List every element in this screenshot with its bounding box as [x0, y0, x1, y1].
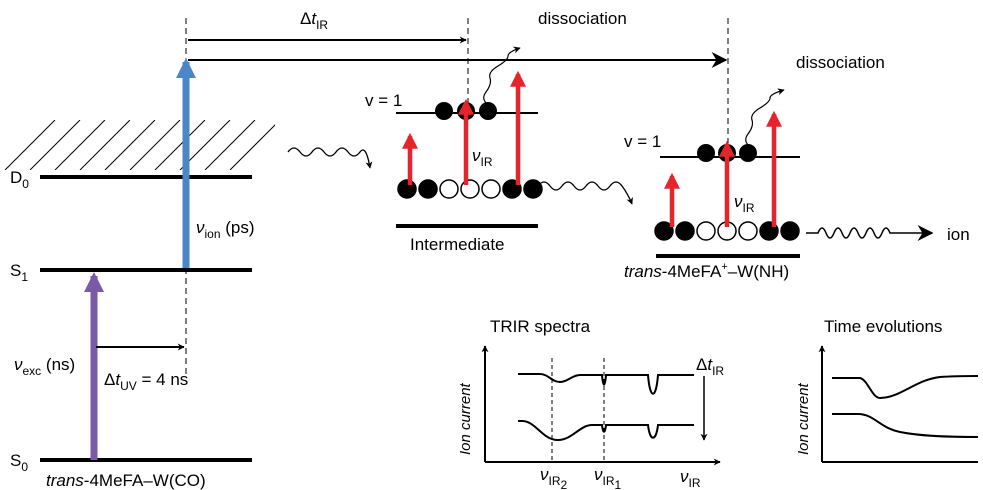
trir-spectrum-early: [518, 373, 694, 395]
final-nu-ir: νIR: [734, 192, 755, 215]
final-dissociation-wave: [745, 88, 785, 149]
final-dissociation-label: dissociation: [796, 53, 885, 72]
trir-nu-ir2: νIR2: [540, 465, 568, 490]
wavy-arrow-2: [537, 181, 633, 205]
time-ylabel: Ion current: [795, 382, 812, 455]
time-curve-upper: [832, 375, 979, 400]
dt-uv-label: ΔtUV = 4 ns: [104, 370, 188, 393]
time-curve-lower: [832, 413, 979, 438]
label-S0: S0: [10, 451, 28, 474]
trir-spectrum-late: [518, 420, 694, 442]
trir-title: TRIR spectra: [490, 317, 591, 336]
intermediate-ir-arrows: [402, 70, 526, 185]
intermediate-name: Intermediate: [410, 235, 505, 254]
neutral-species-label: trans-4MeFA–W(CO): [46, 471, 206, 490]
intermediate-dissociation-label: dissociation: [538, 9, 627, 28]
trir-x-axis-label: νIR: [680, 467, 701, 490]
intermediate-dissociation-wave: [483, 46, 521, 107]
nu-ion-label: νion (ps): [196, 218, 255, 241]
intermediate-v1-label: v = 1: [365, 91, 402, 110]
intermediate-ground-molecules: [397, 179, 543, 199]
dt-ir-top-label: ΔtIR: [300, 9, 328, 32]
final-ir-arrows: [664, 110, 782, 227]
label-S1: S1: [10, 261, 28, 284]
time-title: Time evolutions: [824, 317, 942, 336]
final-v1-label: v = 1: [624, 132, 661, 151]
ion-label: ion: [947, 225, 970, 244]
trir-dt-label: ΔtIR: [696, 355, 724, 378]
trir-nu-ir1: νIR1: [594, 465, 622, 490]
intermediate-nu-ir: νIR: [472, 146, 493, 169]
trir-ylabel: Ion current: [457, 382, 474, 455]
nu-exc-label: νexc (ns): [14, 355, 75, 378]
wavy-arrow-1: [287, 147, 373, 169]
continuum-hatch: [4, 120, 275, 170]
label-D0: D0: [10, 168, 29, 191]
ion-wave-arrow: [806, 225, 934, 241]
final-species-label: trans-4MeFA+–W(NH): [624, 261, 789, 281]
